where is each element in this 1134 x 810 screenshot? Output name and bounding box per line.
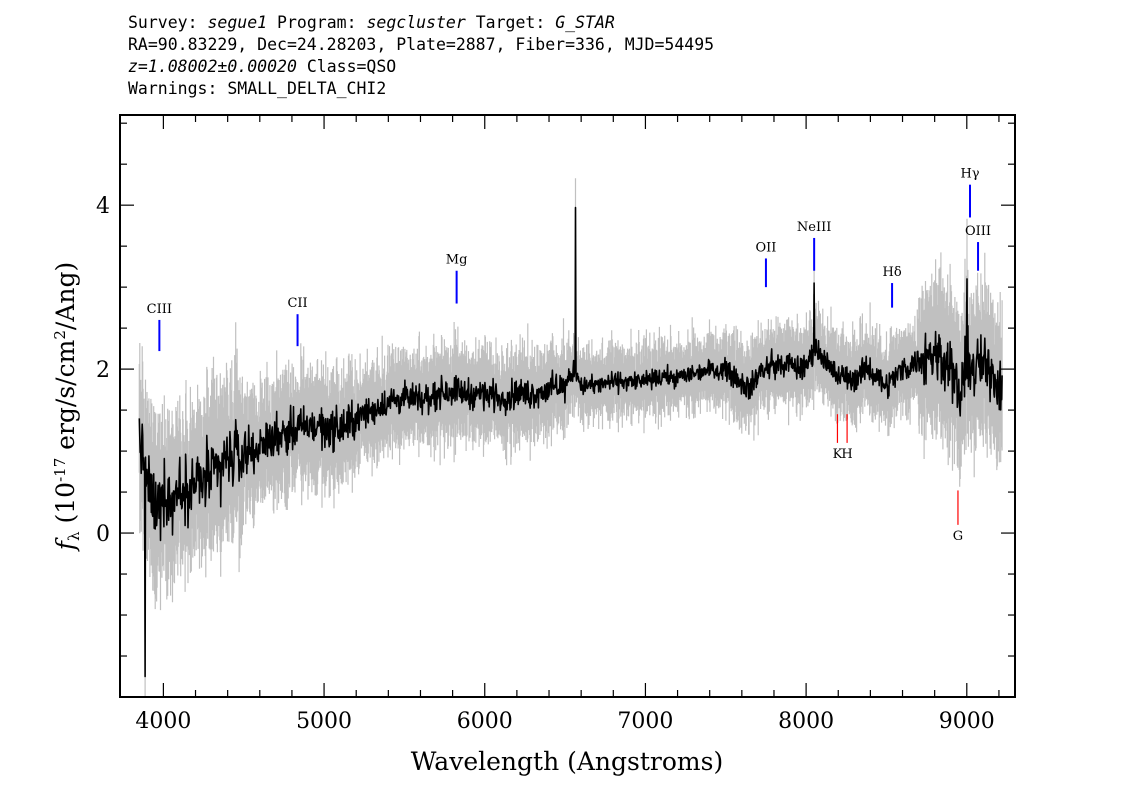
line-label-mg: Mg <box>446 253 468 268</box>
x-tick-label: 7000 <box>617 709 673 734</box>
y-tick-label: 0 <box>96 522 110 547</box>
plot-frame <box>119 114 1016 698</box>
line-label-cii: CII <box>287 296 307 311</box>
x-tick-label: 6000 <box>457 709 513 734</box>
program-value: segcluster <box>366 13 466 32</box>
flux-layer <box>138 206 1003 678</box>
redshift-value: z=1.08002±0.00020 <box>128 57 297 76</box>
line-label-oiii: OIII <box>965 224 991 239</box>
line-label-neiii: NeIII <box>797 220 831 235</box>
survey-label: Survey: <box>128 13 198 32</box>
header-line-1: Survey: segue1 Program: segcluster Targe… <box>128 12 714 34</box>
x-tick-label: 5000 <box>296 709 352 734</box>
y-tick-label: 4 <box>96 194 110 219</box>
line-label-h: Hγ <box>960 167 979 182</box>
x-tick-label: 9000 <box>939 709 995 734</box>
line-label-h: H <box>841 447 852 462</box>
program-label: Program: <box>277 13 357 32</box>
x-tick-label: 8000 <box>778 709 834 734</box>
line-label-ciii: CIII <box>147 302 172 317</box>
class-value: Class=QSO <box>306 57 397 76</box>
line-label-oii: OII <box>755 240 776 255</box>
x-tick-label: 4000 <box>135 709 191 734</box>
header-warnings: Warnings: SMALL_DELTA_CHI2 <box>128 79 387 98</box>
x-axis-title: Wavelength (Angstroms) <box>411 747 723 776</box>
line-label-g: G <box>953 529 963 544</box>
line-label-k: K <box>833 447 843 462</box>
line-label-h: Hδ <box>882 265 901 280</box>
target-value: G_STAR <box>555 13 615 32</box>
spectral-lines-layer: CIII CII Mg OII NeIII Hδ Hγ OIII K H G <box>147 167 991 544</box>
y-axis-title: fλ (10-17 erg/s/cm2/Ang) <box>51 262 83 552</box>
y-tick-label: 2 <box>96 358 110 383</box>
target-label: Target: <box>475 13 546 32</box>
axis-ticks-layer: 4000 5000 6000 7000 8000 9000 0 2 4 <box>96 115 1015 734</box>
spectrum-header: Survey: segue1 Program: segcluster Targe… <box>128 12 714 100</box>
survey-value: segue1 <box>207 13 268 32</box>
flux-line <box>138 206 1003 678</box>
header-line-3: z=1.08002±0.00020 Class=QSO <box>128 56 714 78</box>
header-coords: RA=90.83229, Dec=24.28203, Plate=2887, F… <box>128 35 715 54</box>
